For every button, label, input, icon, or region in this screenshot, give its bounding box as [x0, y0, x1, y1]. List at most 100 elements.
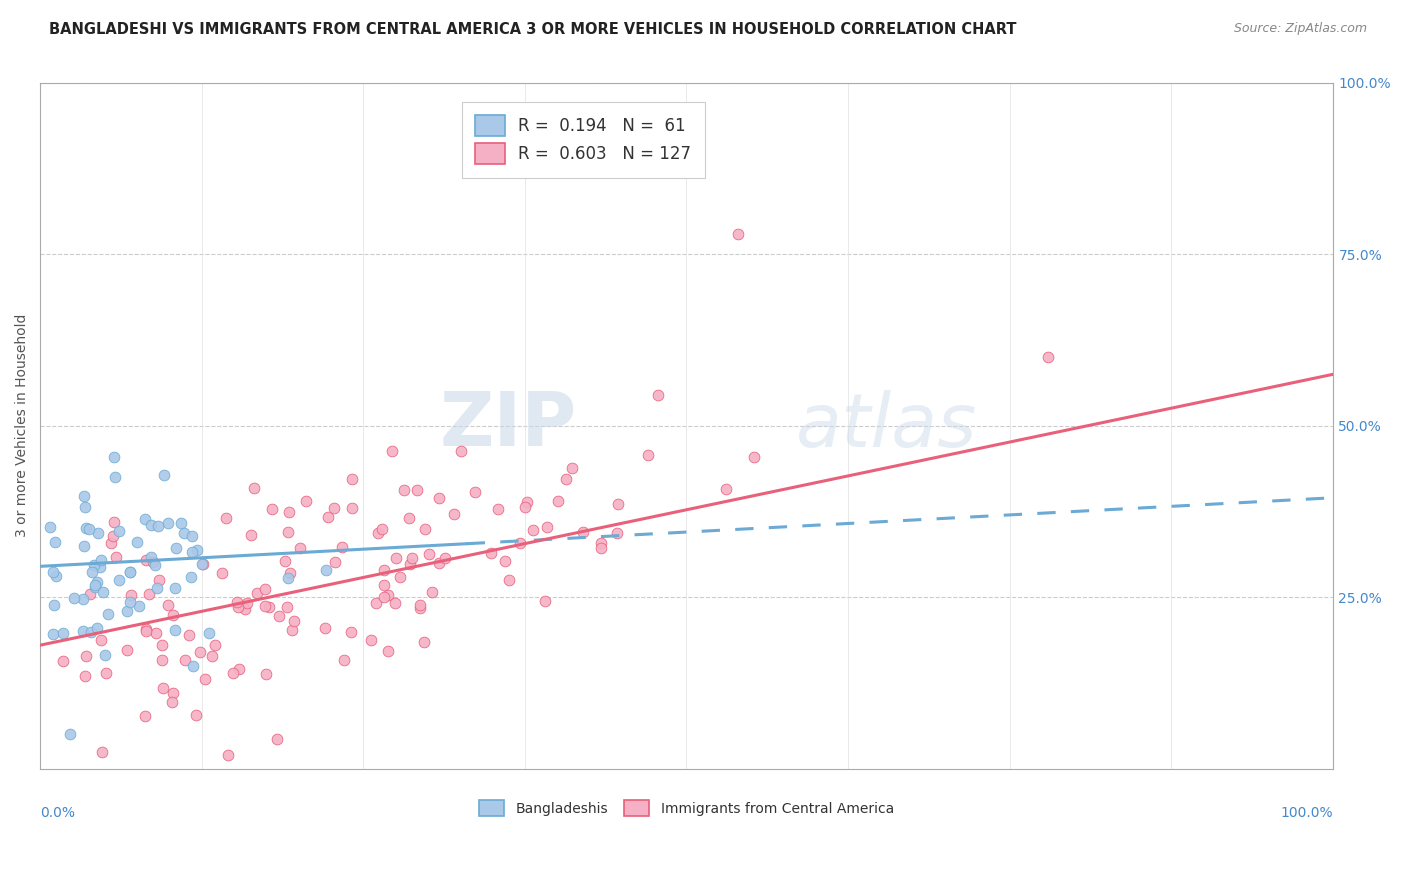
Point: [647, 387, 669, 401]
Text: atlas: atlas: [796, 390, 977, 462]
Point: [288, 541, 311, 556]
Point: [115, 604, 138, 618]
Point: [120, 588, 142, 602]
Point: [73, 489, 96, 503]
Point: [277, 571, 299, 585]
Point: [134, 709, 156, 723]
Point: [135, 624, 157, 638]
Point: [405, 483, 427, 498]
Point: [191, 558, 214, 572]
Point: [139, 518, 162, 533]
Point: [330, 540, 353, 554]
Point: [412, 635, 434, 649]
Point: [77, 522, 100, 536]
Point: [104, 470, 127, 484]
Point: [89, 560, 111, 574]
Point: [222, 665, 245, 680]
Point: [75, 669, 97, 683]
Point: [80, 625, 103, 640]
Point: [103, 529, 125, 543]
Point: [637, 448, 659, 462]
Point: [228, 662, 250, 676]
Point: [278, 566, 301, 581]
Point: [589, 535, 612, 549]
Point: [180, 570, 202, 584]
Point: [267, 608, 290, 623]
Point: [165, 541, 187, 555]
Point: [134, 512, 156, 526]
Point: [190, 645, 212, 659]
Point: [340, 472, 363, 486]
Point: [108, 524, 131, 538]
Point: [90, 633, 112, 648]
Point: [84, 578, 107, 592]
Point: [371, 522, 394, 536]
Point: [42, 565, 65, 579]
Point: [52, 626, 75, 640]
Point: [364, 596, 387, 610]
Point: [266, 731, 288, 746]
Point: [170, 516, 193, 530]
Point: [283, 615, 305, 629]
Point: [433, 551, 456, 566]
Point: [86, 621, 108, 635]
Point: [162, 686, 184, 700]
Point: [315, 563, 337, 577]
Point: [142, 555, 165, 569]
Point: [276, 600, 298, 615]
Point: [84, 580, 107, 594]
Point: [148, 573, 170, 587]
Point: [118, 565, 141, 579]
Point: [727, 227, 749, 241]
Text: 0.0%: 0.0%: [41, 806, 75, 821]
Point: [554, 472, 576, 486]
Point: [150, 639, 173, 653]
Point: [173, 526, 195, 541]
Point: [591, 541, 613, 555]
Point: [381, 444, 404, 458]
Point: [561, 461, 583, 475]
Point: [186, 542, 208, 557]
Point: [427, 556, 450, 570]
Point: [409, 601, 432, 615]
Point: [233, 602, 256, 616]
Point: [443, 507, 465, 521]
Point: [377, 643, 399, 657]
Point: [44, 599, 66, 613]
Point: [181, 528, 204, 542]
Text: Source: ZipAtlas.com: Source: ZipAtlas.com: [1233, 22, 1367, 36]
Point: [138, 586, 160, 600]
Point: [91, 745, 114, 759]
Point: [509, 536, 531, 550]
Point: [277, 524, 299, 539]
Point: [103, 516, 125, 530]
Point: [339, 625, 361, 640]
Point: [547, 494, 569, 508]
Point: [415, 522, 437, 536]
Point: [384, 596, 406, 610]
Point: [42, 627, 65, 641]
Point: [143, 558, 166, 572]
Point: [333, 653, 356, 667]
Point: [94, 648, 117, 662]
Point: [59, 727, 82, 741]
Point: [201, 648, 224, 663]
Point: [494, 554, 516, 568]
Point: [72, 592, 94, 607]
Point: [135, 553, 157, 567]
Point: [243, 481, 266, 495]
Point: [120, 566, 142, 580]
Point: [165, 581, 187, 595]
Point: [75, 521, 97, 535]
Point: [373, 578, 395, 592]
Point: [204, 638, 226, 652]
Point: [215, 510, 238, 524]
Point: [181, 545, 204, 559]
Point: [97, 607, 120, 621]
Point: [125, 534, 148, 549]
Point: [418, 547, 440, 561]
Text: ZIP: ZIP: [439, 389, 576, 462]
Point: [193, 557, 215, 571]
Point: [211, 566, 233, 580]
Point: [128, 599, 150, 613]
